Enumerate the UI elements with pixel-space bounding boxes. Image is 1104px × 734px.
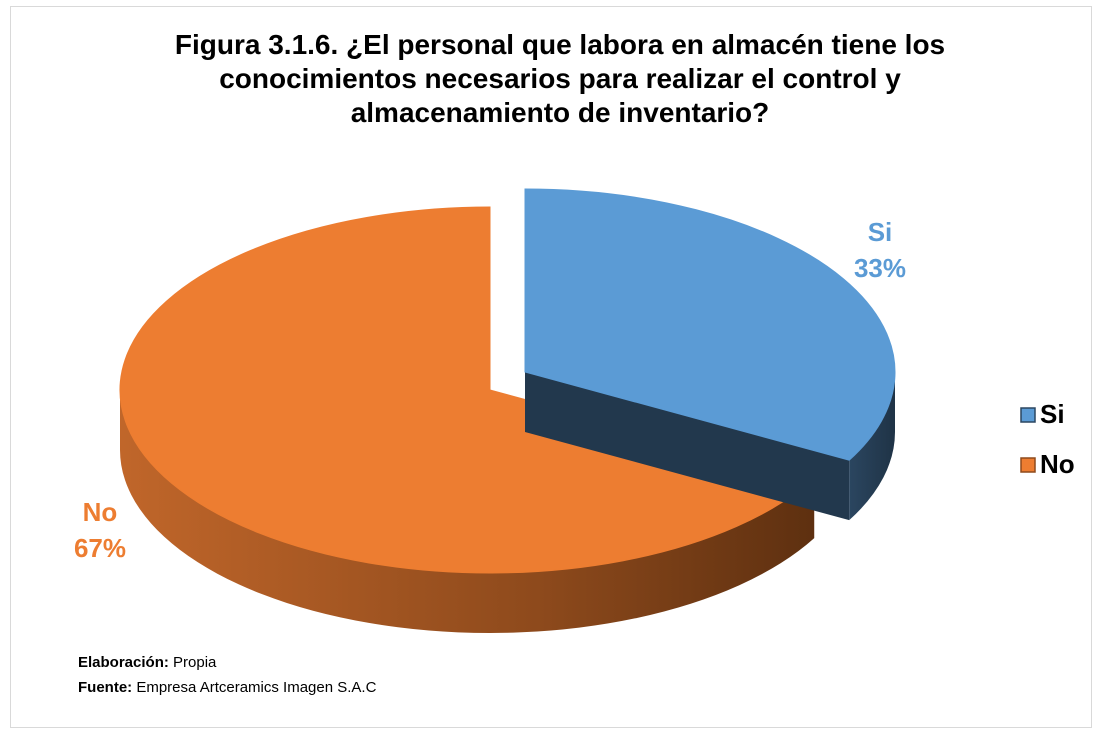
slice: [119, 206, 816, 574]
legend-marker: [1020, 407, 1036, 423]
note: Fuente: Empresa Artceramics Imagen S.A.C: [78, 679, 376, 696]
data-label-value: 33%: [854, 253, 906, 283]
data-label-value: 67%: [74, 533, 126, 563]
note-text: Empresa Artceramics Imagen S.A.C: [136, 679, 377, 696]
chart-frame: [10, 6, 1092, 728]
chart-title: Figura 3.1.6. ¿El personal que labora en…: [174, 29, 946, 128]
slice-side: [120, 390, 815, 634]
slice-side: [849, 372, 895, 521]
note-label: Elaboración:: [78, 654, 169, 671]
data-label-category: Si: [868, 217, 893, 247]
note-label: Fuente:: [78, 679, 133, 696]
note-text: Propia: [173, 654, 217, 671]
note: Elaboración: Propia: [78, 654, 216, 671]
slice: [524, 188, 896, 461]
legend-marker: [1020, 457, 1036, 473]
legend-label: Si: [1040, 399, 1065, 429]
legend-label: No: [1040, 449, 1075, 479]
slice-side: [525, 372, 850, 521]
data-label-category: No: [83, 497, 118, 527]
